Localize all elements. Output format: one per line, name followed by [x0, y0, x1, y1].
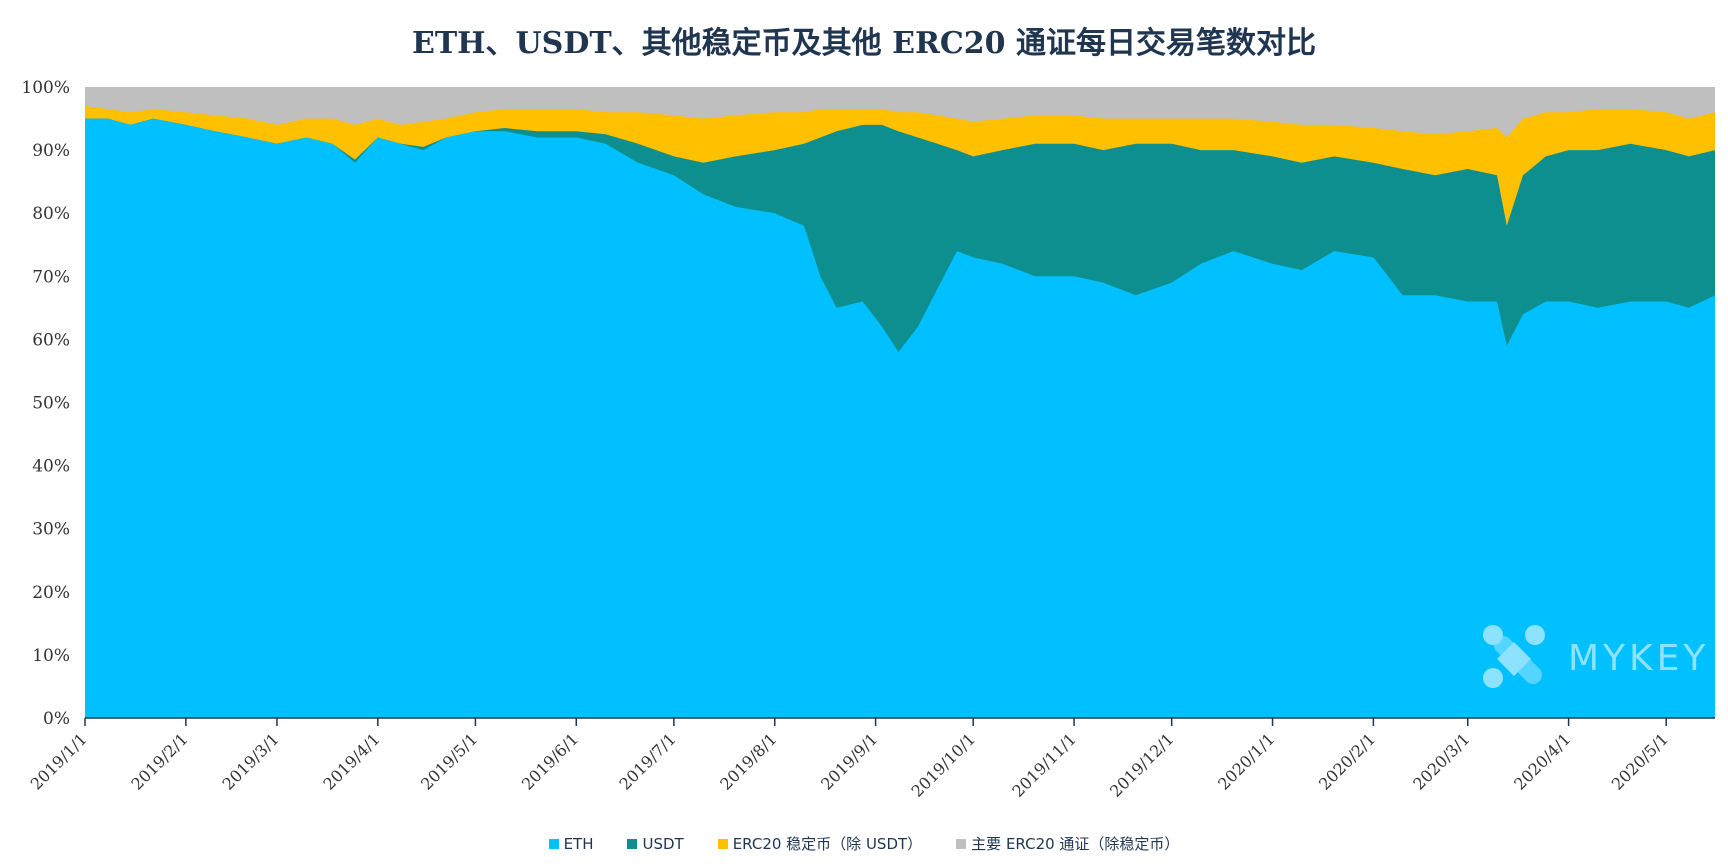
y-tick-label: 100%	[21, 78, 70, 98]
legend: ETH USDT ERC20 稳定币（除 USDT） 主要 ERC20 通证（除…	[0, 833, 1728, 854]
legend-label: ETH	[563, 834, 594, 853]
legend-label: 主要 ERC20 通证（除稳定币）	[971, 835, 1180, 853]
x-tick-label: 2019/3/1	[219, 729, 283, 793]
watermark-diamond-icon	[1497, 642, 1531, 676]
x-tick-label: 2020/5/1	[1608, 729, 1672, 793]
y-tick-label: 70%	[32, 267, 70, 287]
area-series-eth	[85, 118, 1715, 719]
chart-title: ETH、USDT、其他稳定币及其他 ERC20 通证每日交易笔数对比	[411, 26, 1316, 61]
x-tick-label: 2019/10/1	[908, 729, 979, 800]
x-tick-label: 2019/9/1	[817, 729, 881, 793]
y-tick-label: 0%	[43, 709, 70, 729]
y-tick-label: 30%	[32, 520, 70, 540]
watermark-dot-icon	[1483, 625, 1503, 645]
y-tick-label: 40%	[32, 457, 70, 477]
x-tick-label: 2020/3/1	[1409, 729, 1473, 793]
legend-item-usdt: USDT	[627, 833, 684, 854]
y-tick-label: 80%	[32, 204, 70, 224]
watermark-dot-icon	[1525, 625, 1545, 645]
legend-swatch	[717, 838, 728, 849]
watermark-text: MYKEY	[1568, 638, 1709, 679]
y-tick-label: 90%	[32, 141, 70, 161]
x-tick-label: 2020/2/1	[1315, 729, 1379, 793]
y-tick-label: 10%	[32, 646, 70, 666]
legend-label: USDT	[642, 834, 684, 853]
legend-item-stablecoins: ERC20 稳定币（除 USDT）	[717, 833, 923, 854]
x-tick-label: 2019/11/1	[1008, 729, 1079, 800]
watermark-dot-icon	[1483, 668, 1503, 688]
legend-swatch	[627, 838, 638, 849]
legend-label: ERC20 稳定币（除 USDT）	[732, 835, 923, 853]
y-tick-label: 20%	[32, 583, 70, 603]
legend-swatch	[956, 838, 967, 849]
x-tick-label: 2020/4/1	[1510, 729, 1574, 793]
mykey-watermark: MYKEY	[1483, 625, 1709, 688]
legend-item-other-tokens: 主要 ERC20 通证（除稳定币）	[956, 833, 1179, 854]
y-tick-label: 60%	[32, 330, 70, 350]
x-tick-label: 2019/1/1	[27, 729, 91, 793]
x-tick-label: 2019/6/1	[518, 729, 582, 793]
legend-swatch	[548, 838, 559, 849]
x-tick-label: 2019/5/1	[417, 729, 481, 793]
x-tick-label: 2019/8/1	[716, 729, 780, 793]
x-tick-label: 2019/4/1	[319, 729, 383, 793]
plot-areas	[85, 87, 1715, 719]
y-axis: 0% 10% 20% 30% 40% 50% 60% 70% 80% 90% 100%	[21, 78, 70, 729]
x-tick-label: 2019/7/1	[615, 729, 679, 793]
x-tick-label: 2020/1/1	[1214, 729, 1278, 793]
x-tick-label: 2019/2/1	[127, 729, 191, 793]
legend-item-eth: ETH	[548, 833, 594, 854]
x-tick-label: 2019/12/1	[1106, 729, 1177, 800]
y-tick-label: 50%	[32, 394, 70, 414]
x-axis: 2019/1/1 2019/2/1 2019/3/1 2019/4/1 2019/5/1…	[27, 717, 1715, 801]
